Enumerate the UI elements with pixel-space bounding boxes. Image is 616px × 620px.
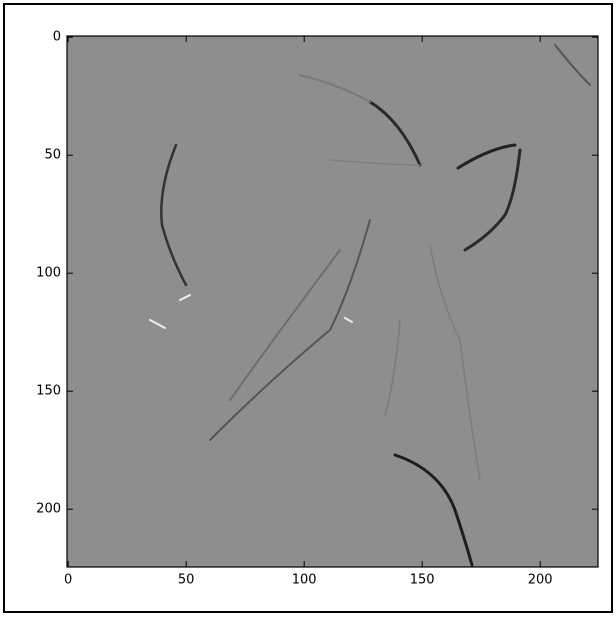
y-tick-label: 50: [44, 148, 61, 163]
axes: 0 50 100 150 200 0 50 100 150 200: [36, 30, 599, 588]
x-tick-label: 50: [178, 573, 195, 588]
y-tick-label: 150: [36, 384, 61, 399]
image: [67, 36, 598, 567]
plot-frame: [66, 35, 599, 568]
y-tick-label: 100: [36, 266, 61, 281]
x-tick-label: 200: [528, 573, 553, 588]
x-tick-label: 0: [64, 573, 72, 588]
x-tick-label: 100: [292, 573, 317, 588]
x-tick-label: 150: [410, 573, 435, 588]
y-tick-label: 200: [36, 502, 61, 517]
image-edges: [149, 44, 591, 567]
image-area: [67, 36, 598, 567]
y-tick-label: 0: [53, 30, 61, 45]
